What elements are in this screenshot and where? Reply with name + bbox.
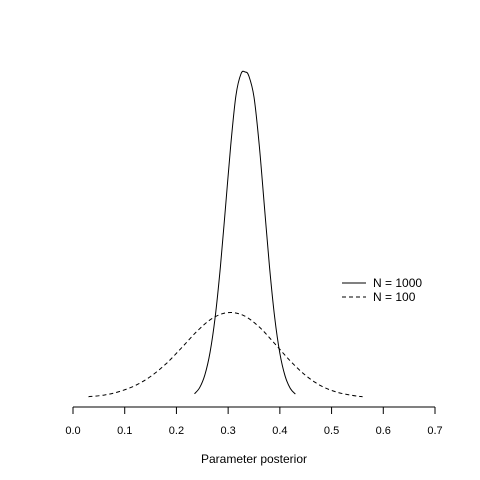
x-tick-label: 0.7	[427, 425, 442, 437]
legend-label: N = 1000	[373, 276, 422, 290]
x-tick-label: 0.6	[376, 425, 391, 437]
x-tick-label: 0.0	[65, 425, 80, 437]
x-tick-label: 0.5	[324, 425, 339, 437]
series-line-n-100	[88, 311, 363, 398]
x-tick-label: 0.4	[272, 425, 287, 437]
x-tick-label: 0.2	[169, 425, 184, 437]
plot-area	[88, 70, 363, 398]
series-line-n-1000	[194, 70, 296, 395]
x-axis-title: Parameter posterior	[201, 452, 307, 466]
x-tick-label: 0.1	[117, 425, 132, 437]
x-tick-label: 0.3	[220, 425, 235, 437]
x-axis: 0.0 0.1 0.2 0.3 0.4 0.5 0.6 0.7	[65, 406, 443, 437]
legend-label: N = 100	[373, 290, 416, 304]
